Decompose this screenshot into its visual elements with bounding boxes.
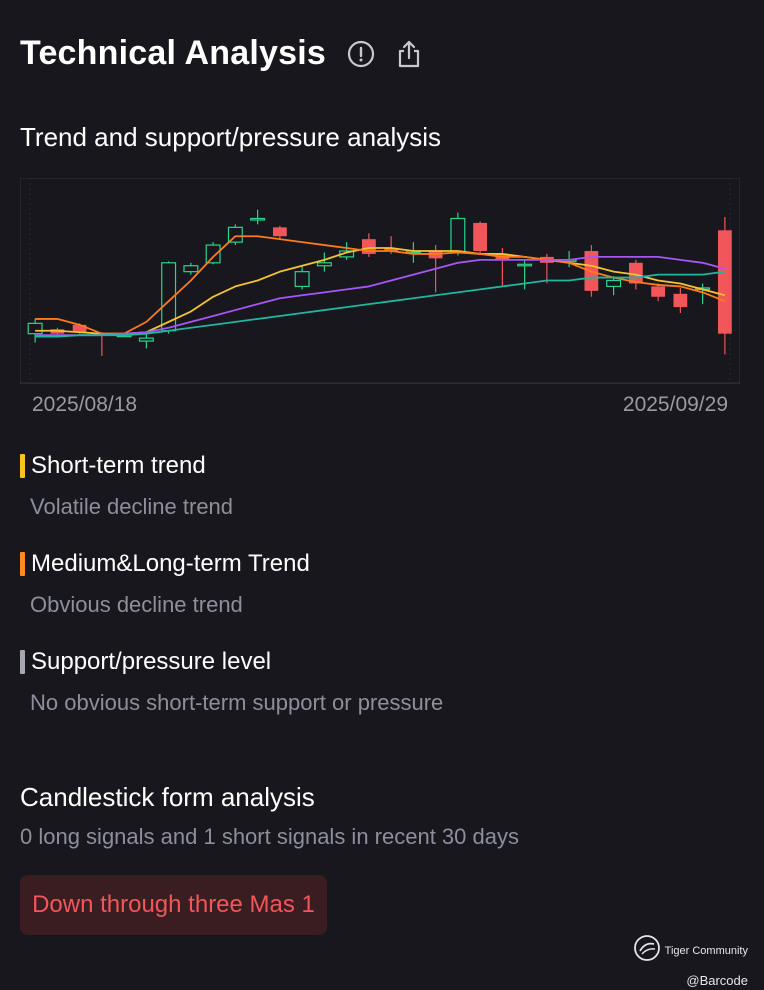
chart-date-end: 2025/09/29 [622,393,728,416]
info-circle-icon[interactable] [346,39,376,69]
candle-body-up [606,279,622,288]
candle-body-down [72,324,87,333]
trend-desc: Volatile decline trend [30,494,234,519]
candle-body-up [450,217,466,254]
candle-body-up [316,262,332,267]
trend-support-pressure: Support/pressure level No obvious short-… [20,648,443,716]
chart-canvas [20,178,740,384]
trend-short-term: Short-term trend Volatile decline trend [20,452,233,520]
medium-long-term-marker [20,552,25,576]
candle-body-down [673,293,688,308]
watermark-user: @Barcode [686,973,748,988]
chart-date-start: 2025/08/18 [32,393,138,416]
trend-medium-long-term: Medium&Long-term Trend Obvious decline t… [20,550,310,618]
candlestick-form-title: Candlestick form analysis [20,782,315,812]
page-title: Technical Analysis [20,34,326,72]
candle-body-down [272,227,287,237]
candle-body-up [27,322,43,335]
candle-body-up [517,263,533,267]
candle-body-up [183,265,199,273]
share-icon[interactable] [394,39,424,69]
candlestick-chart [20,178,740,384]
trend-section-title: Trend and support/pressure analysis [20,122,442,152]
signal-tag-button[interactable]: Down through three Mas 1 [20,875,327,935]
trend-desc: Obvious decline trend [30,592,243,617]
support-pressure-marker [20,650,25,674]
ma-line-ma10 [35,235,726,335]
trend-title: Support/pressure level [31,648,272,675]
ma-line-ma5 [35,247,726,335]
watermark-brand: Tiger Community [664,944,748,957]
candle-body-up [205,244,221,264]
candle-body-down [717,230,732,334]
candle-body-up [294,271,310,288]
candle-body-up [250,217,266,221]
watermark: Tiger Community @Barcode [633,934,748,988]
candle-body-down [384,248,399,251]
header: Technical Analysis [20,34,424,73]
ma-line-ma30 [35,270,725,338]
tiger-logo-icon [633,934,661,967]
candle-body-up [138,337,154,342]
short-term-marker [20,454,25,478]
signal-summary: 0 long signals and 1 short signals in re… [20,824,519,849]
trend-title: Short-term trend [31,452,206,479]
trend-desc: No obvious short-term support or pressur… [30,690,444,715]
candle-body-down [473,222,488,251]
candle-body-down [651,286,666,297]
ma-line-ma20 [35,255,726,337]
trend-title: Medium&Long-term Trend [31,550,310,577]
